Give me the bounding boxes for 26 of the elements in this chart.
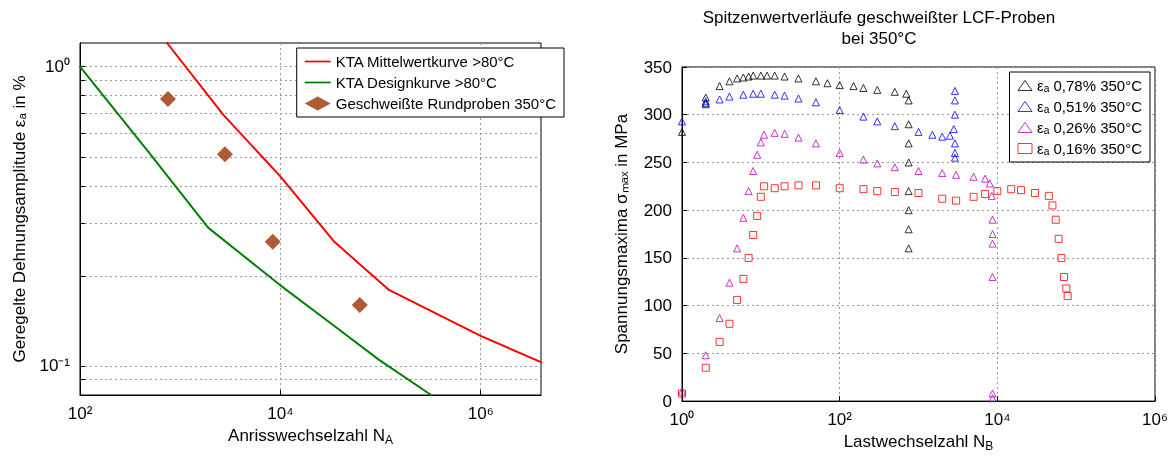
- y-tick-label: 300: [643, 105, 672, 125]
- x-tick-label: 10⁶: [467, 404, 494, 423]
- legend-label: εₐ 0,51% 350°C: [1037, 98, 1143, 115]
- x-tick-label: 10⁴: [984, 410, 1011, 430]
- legend-label: KTA Mittelwertkurve >80°C: [335, 53, 515, 70]
- legend-label: KTA Designkurve >80°C: [335, 74, 498, 91]
- x-tick-label: 10²: [67, 404, 93, 423]
- legend-label: εₐ 0,16% 350°C: [1037, 140, 1143, 157]
- x-tick-label: 10²: [827, 410, 853, 430]
- y-tick-label: 0: [662, 391, 672, 411]
- x-tick-label: 10⁴: [267, 404, 294, 423]
- legend-label: εₐ 0,78% 350°C: [1037, 77, 1143, 94]
- y-tick-label: 200: [643, 200, 672, 220]
- y-axis-title: Geregelte Dehnungsamplitude εₐ in %: [10, 75, 29, 363]
- chart-title: Spitzenwertverläufe geschweißter LCF-Proben bei 350°C: [702, 8, 1056, 48]
- legend-label: Geschweißte Rundproben 350°C: [335, 95, 557, 112]
- x-tick-label: 10⁶: [1142, 410, 1168, 430]
- y-tick-label: 250: [643, 152, 672, 172]
- y-axis-title: Spannungsmaxima σₘₐₓ in MPa: [612, 113, 631, 355]
- y-tick-label: 350: [643, 57, 672, 77]
- legend-label: εₐ 0,26% 350°C: [1037, 119, 1143, 136]
- x-tick-label: 10⁰: [669, 410, 695, 430]
- y-tick-label: 50: [653, 343, 672, 363]
- y-tick-label: 100: [643, 296, 672, 316]
- y-tick-label: 150: [643, 248, 672, 268]
- y-tick-label: 10⁻¹: [39, 356, 71, 376]
